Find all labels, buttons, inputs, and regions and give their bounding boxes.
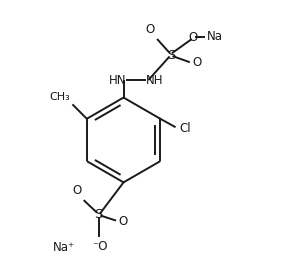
Text: Na: Na xyxy=(207,30,222,43)
Text: Na⁺: Na⁺ xyxy=(53,241,75,254)
Text: Cl: Cl xyxy=(179,122,191,135)
Text: O: O xyxy=(72,184,81,197)
Text: O: O xyxy=(192,56,201,69)
Text: S: S xyxy=(94,208,103,221)
Text: ⁻O: ⁻O xyxy=(92,240,108,253)
Text: O: O xyxy=(118,214,127,227)
Text: O: O xyxy=(146,24,155,37)
Text: NH: NH xyxy=(146,74,164,87)
Text: CH₃: CH₃ xyxy=(49,92,70,102)
Text: O: O xyxy=(189,31,198,44)
Text: HN: HN xyxy=(109,74,126,87)
Text: S: S xyxy=(167,49,175,62)
